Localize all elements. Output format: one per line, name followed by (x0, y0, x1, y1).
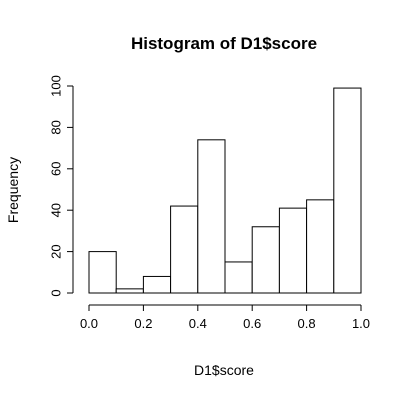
histogram-bar-4 (197, 139, 226, 294)
histogram-bar-0 (88, 251, 117, 294)
x-tick-label-0: 0.0 (80, 316, 98, 331)
x-tick-label-3: 0.6 (243, 316, 261, 331)
x-axis: 0.0 0.2 0.4 0.6 0.8 1.0 (80, 304, 370, 331)
y-tick-label-2: 40 (48, 203, 63, 217)
histogram-bar-8 (306, 199, 335, 294)
y-tick-label-4: 80 (48, 120, 63, 134)
y-tick-label-0: 0 (48, 289, 63, 296)
x-axis-label: D1$score (194, 362, 254, 378)
histogram-bar-5 (224, 261, 253, 294)
x-tick-label-4: 0.8 (298, 316, 316, 331)
y-axis-label: Frequency (5, 157, 21, 223)
histogram-bar-7 (278, 207, 308, 294)
y-tick-label-5: 100 (48, 75, 63, 97)
histogram-bar-3 (170, 205, 199, 294)
chart-title: Histogram of D1$score (131, 34, 317, 53)
x-tick-label-1: 0.2 (134, 316, 152, 331)
histogram-bars (88, 87, 362, 294)
y-tick-label-3: 60 (48, 162, 63, 176)
x-tick-label-5: 1.0 (352, 316, 370, 331)
y-tick-label-1: 20 (48, 244, 63, 258)
histogram-bar-2 (142, 275, 172, 294)
y-axis: 0 20 40 60 80 100 (48, 75, 74, 297)
histogram-bar-1 (115, 288, 144, 294)
histogram-bar-9 (333, 87, 362, 294)
histogram-bar-6 (251, 226, 280, 294)
x-tick-label-2: 0.4 (189, 316, 207, 331)
